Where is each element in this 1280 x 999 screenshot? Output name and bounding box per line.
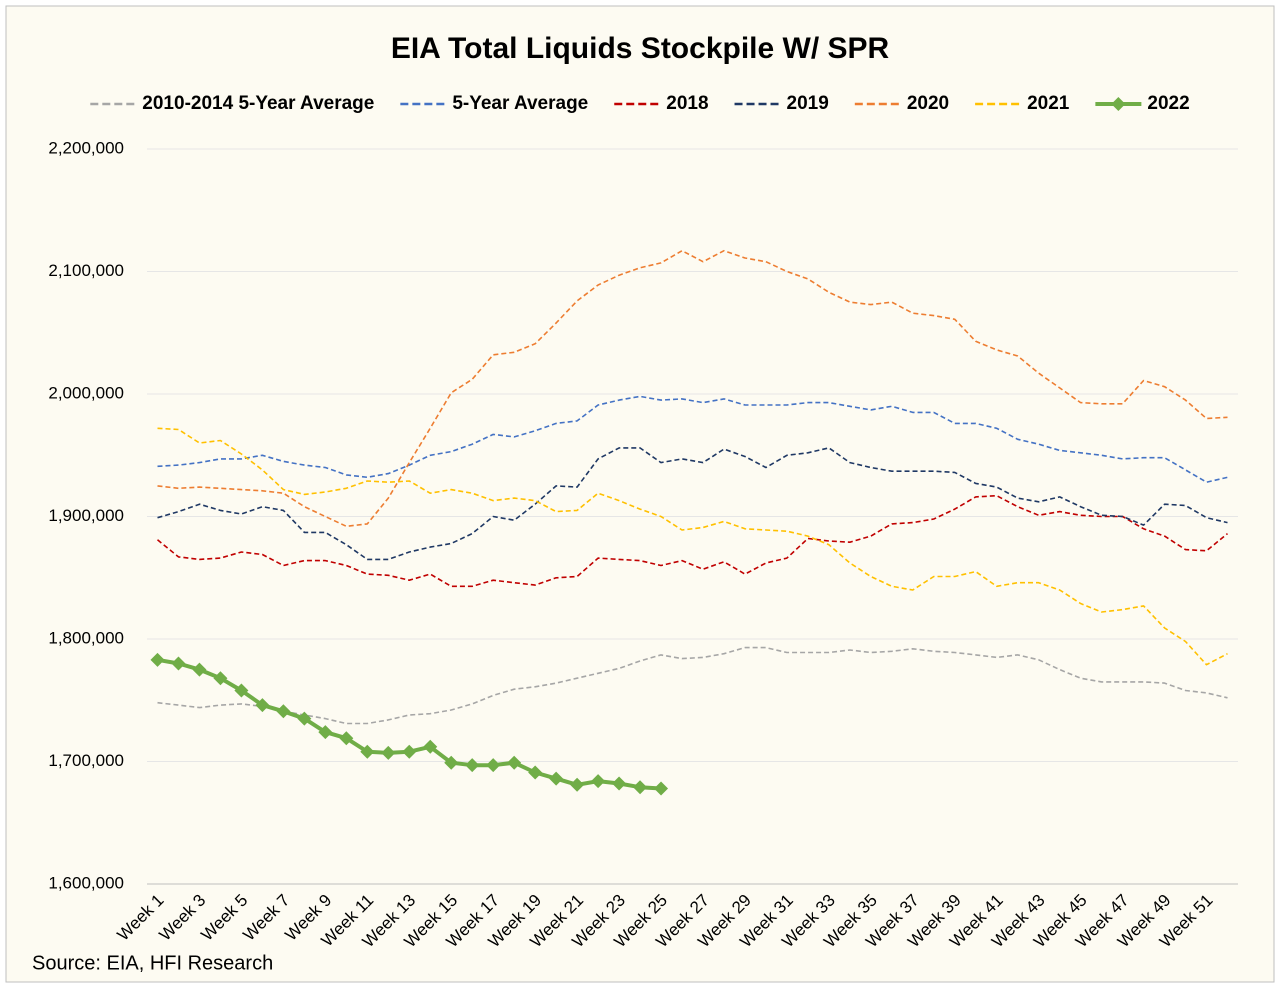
y-tick-label: 2,000,000 [48, 383, 124, 402]
y-tick-label: 1,800,000 [48, 628, 124, 647]
legend-label: 2019 [787, 93, 829, 114]
legend-label: 2018 [666, 93, 708, 114]
y-tick-label: 1,600,000 [48, 873, 124, 892]
series-marker [591, 774, 606, 789]
legend-label: 2010-2014 5-Year Average [142, 93, 374, 114]
y-tick-label: 1,900,000 [48, 506, 124, 525]
series-marker [570, 777, 585, 792]
series-marker [339, 731, 354, 746]
series-line [157, 646, 1228, 725]
legend-marker [1111, 97, 1126, 111]
series-line [157, 249, 1228, 528]
series-marker [444, 755, 459, 770]
series-marker [192, 662, 207, 677]
legend: 2010-2014 5-Year Average 5-Year Average 20… [90, 93, 1190, 114]
legend-label: 2021 [1027, 93, 1070, 114]
source-note: Source: EIA, HFI Research [32, 952, 273, 974]
series-line [157, 427, 1228, 666]
legend-label: 2020 [907, 93, 949, 114]
series-marker [402, 744, 417, 759]
series-marker [465, 758, 480, 773]
y-tick-label: 2,100,000 [48, 261, 124, 280]
series-line [156, 494, 1229, 588]
series-marker [633, 780, 648, 795]
legend-label: 2022 [1147, 93, 1189, 114]
chart-title: EIA Total Liquids Stockpile W/ SPR [391, 32, 890, 65]
series-line [157, 395, 1228, 483]
y-tick-label: 1,700,000 [48, 751, 124, 770]
series-marker [318, 725, 333, 740]
series-marker [171, 656, 186, 671]
series-line [157, 447, 1228, 561]
series-marker [528, 765, 543, 780]
series-marker [276, 704, 291, 719]
series-marker [423, 739, 438, 754]
series-marker [381, 745, 396, 760]
series-marker [360, 744, 375, 759]
y-tick-label: 2,200,000 [48, 138, 124, 157]
series-marker [612, 776, 627, 791]
series-marker [234, 683, 249, 698]
series-marker [549, 771, 564, 786]
series-marker [297, 711, 312, 726]
series-marker [213, 671, 228, 686]
series-marker [486, 758, 501, 773]
series-marker [255, 698, 270, 713]
chart-background [5, 5, 1275, 983]
legend-label: 5-Year Average [452, 93, 588, 114]
series-marker [507, 755, 522, 770]
series-marker [654, 781, 669, 796]
series-marker [150, 652, 165, 667]
